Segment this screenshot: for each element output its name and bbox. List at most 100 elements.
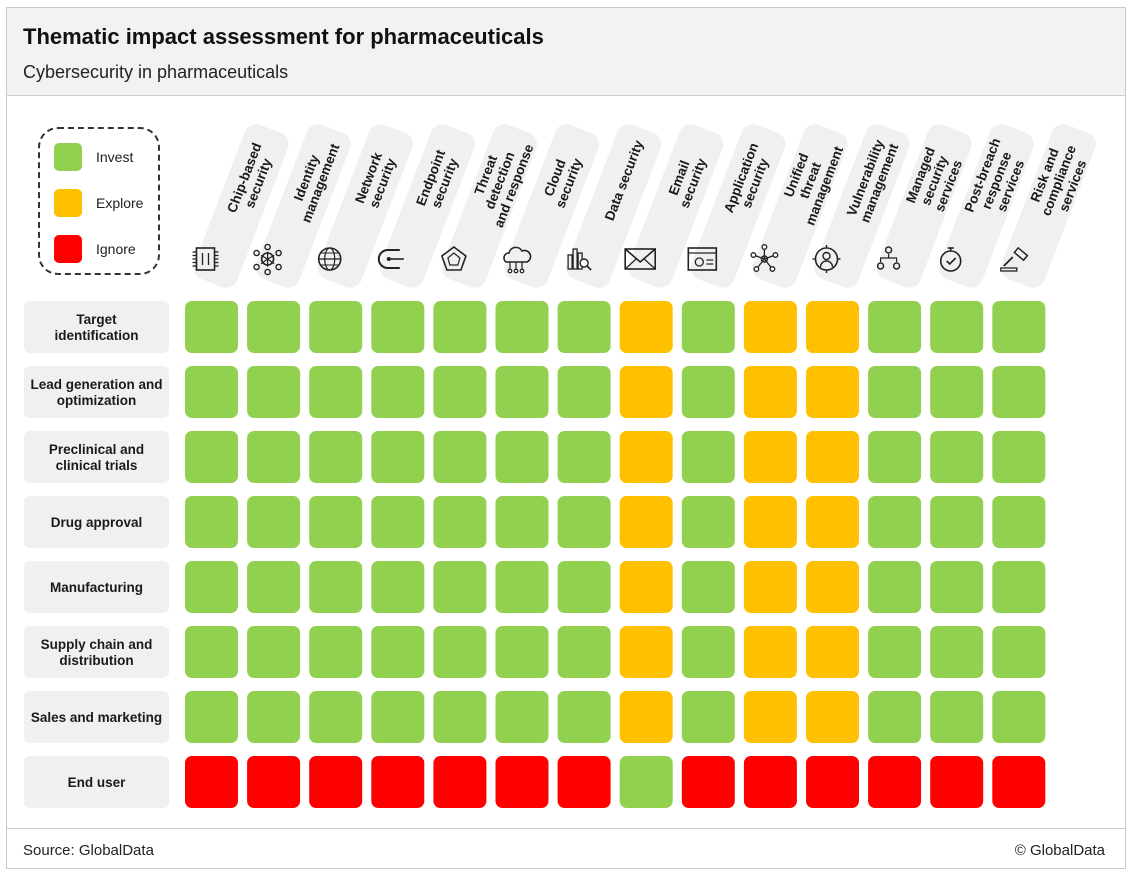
cell-sales-and-marketing-risk-and-compliance-services <box>992 691 1046 743</box>
chart-footer: Source: GlobalData © GlobalData <box>7 828 1125 870</box>
cell-manufacturing-network-security <box>309 561 363 613</box>
column-tab-chip-based-security <box>193 124 289 288</box>
column-label-risk-and-compliance-services: Risk andcomplianceservices <box>1024 137 1093 223</box>
cell-target-identification-threat-detection-and-response <box>433 301 487 353</box>
legend-swatch-ignore <box>54 235 82 263</box>
cell-end-user-threat-detection-and-response <box>433 756 487 808</box>
legend-label-explore: Explore <box>96 195 144 211</box>
legend-label-invest: Invest <box>96 149 134 165</box>
cell-sales-and-marketing-managed-security-services <box>868 691 922 743</box>
column-tab-post-breach-response-services <box>938 124 1034 288</box>
cell-end-user-vulnerability-management <box>806 756 859 808</box>
application-window-icon <box>687 247 718 271</box>
cell-manufacturing-identity-management <box>247 561 301 613</box>
cell-end-user-unified-threat-management <box>743 756 797 808</box>
cell-supply-chain-and-distribution-network-security <box>309 626 363 678</box>
cell-drug-approval-application-security <box>681 496 735 548</box>
cell-supply-chain-and-distribution-cloud-security <box>495 626 549 678</box>
cell-supply-chain-and-distribution-managed-security-services <box>868 626 922 678</box>
column-tab-vulnerability-management <box>814 124 910 288</box>
cell-end-user-cloud-security <box>495 756 549 808</box>
row-label-supply-chain-and-distribution: Supply chain and distribution <box>41 637 153 668</box>
cell-supply-chain-and-distribution-application-security <box>681 626 735 678</box>
cell-sales-and-marketing-threat-detection-and-response <box>433 691 487 743</box>
cell-target-identification-vulnerability-management <box>806 301 859 353</box>
row-label-manufacturing: Manufacturing <box>50 580 143 595</box>
endpoint-icon <box>377 249 404 269</box>
column-header-identity-management: Identitymanagement <box>255 124 351 288</box>
cell-end-user-risk-and-compliance-services <box>992 756 1046 808</box>
cell-sales-and-marketing-cloud-security <box>495 691 549 743</box>
cell-drug-approval-post-breach-response-services <box>930 496 984 548</box>
row-label-box-drug-approval <box>24 496 169 548</box>
row-label-box-supply-chain-and-distribution <box>24 626 169 678</box>
legend-item-explore: Explore <box>54 189 154 217</box>
cell-supply-chain-and-distribution-email-security <box>619 626 673 678</box>
cell-drug-approval-network-security <box>309 496 363 548</box>
stopwatch-icon <box>939 247 962 272</box>
cell-drug-approval-threat-detection-and-response <box>433 496 487 548</box>
cell-drug-approval-data-security <box>557 496 611 548</box>
cell-sales-and-marketing-unified-threat-management <box>743 691 797 743</box>
hub-network-icon <box>750 244 779 272</box>
legend-item-ignore: Ignore <box>54 235 154 263</box>
column-header-risk-and-compliance-services: Risk andcomplianceservices <box>1000 124 1096 288</box>
cell-target-identification-cloud-security <box>495 301 549 353</box>
data-analytics-icon <box>567 248 592 271</box>
row-label-box-lead-generation-and-optimization <box>24 366 169 418</box>
cell-drug-approval-vulnerability-management <box>806 496 859 548</box>
cell-manufacturing-threat-detection-and-response <box>433 561 487 613</box>
cell-drug-approval-cloud-security <box>495 496 549 548</box>
cell-end-user-email-security <box>619 756 673 808</box>
row-label-box-end-user <box>24 756 169 808</box>
chart-subtitle: Cybersecurity in pharmaceuticals <box>23 62 289 82</box>
cell-manufacturing-chip-based-security <box>185 561 238 613</box>
cell-preclinical-and-clinical-trials-cloud-security <box>495 431 549 483</box>
cell-target-identification-post-breach-response-services <box>930 301 984 353</box>
cell-target-identification-application-security <box>681 301 735 353</box>
cell-supply-chain-and-distribution-data-security <box>557 626 611 678</box>
cell-supply-chain-and-distribution-vulnerability-management <box>806 626 859 678</box>
cell-lead-generation-and-optimization-cloud-security <box>495 366 549 418</box>
legend-item-invest: Invest <box>54 143 154 171</box>
row-label-box-manufacturing <box>24 561 169 613</box>
cell-supply-chain-and-distribution-endpoint-security <box>371 626 425 678</box>
cell-drug-approval-identity-management <box>247 496 301 548</box>
row-label-preclinical-and-clinical-trials: Preclinical and clinical trials <box>49 442 144 473</box>
cell-target-identification-risk-and-compliance-services <box>992 301 1046 353</box>
identity-network-icon <box>253 243 282 276</box>
cell-preclinical-and-clinical-trials-risk-and-compliance-services <box>992 431 1046 483</box>
cell-sales-and-marketing-endpoint-security <box>371 691 425 743</box>
cell-target-identification-chip-based-security <box>185 301 238 353</box>
row-label-box-target-identification <box>24 301 169 353</box>
legend-swatch-explore <box>54 189 82 217</box>
cell-lead-generation-and-optimization-application-security <box>681 366 735 418</box>
cell-preclinical-and-clinical-trials-network-security <box>309 431 363 483</box>
column-tab-data-security <box>566 124 662 288</box>
cell-sales-and-marketing-network-security <box>309 691 363 743</box>
column-tab-endpoint-security <box>379 124 475 288</box>
cell-sales-and-marketing-email-security <box>619 691 673 743</box>
row-label-end-user: End user <box>68 775 127 790</box>
cell-sales-and-marketing-identity-management <box>247 691 301 743</box>
cell-manufacturing-application-security <box>681 561 735 613</box>
cell-preclinical-and-clinical-trials-chip-based-security <box>185 431 238 483</box>
cell-lead-generation-and-optimization-network-security <box>309 366 363 418</box>
cell-preclinical-and-clinical-trials-unified-threat-management <box>743 431 797 483</box>
cell-supply-chain-and-distribution-identity-management <box>247 626 301 678</box>
column-tab-cloud-security <box>504 124 600 288</box>
cell-end-user-identity-management <box>247 756 301 808</box>
row-label-box-preclinical-and-clinical-trials <box>24 431 169 483</box>
chip-icon <box>192 247 219 271</box>
cell-lead-generation-and-optimization-managed-security-services <box>868 366 922 418</box>
cell-preclinical-and-clinical-trials-email-security <box>619 431 673 483</box>
gavel-icon <box>1000 246 1029 272</box>
cloud-circuit-icon <box>503 246 532 274</box>
cell-target-identification-network-security <box>309 301 363 353</box>
cell-preclinical-and-clinical-trials-post-breach-response-services <box>930 431 984 483</box>
cell-end-user-data-security <box>557 756 611 808</box>
cell-preclinical-and-clinical-trials-identity-management <box>247 431 301 483</box>
cell-manufacturing-endpoint-security <box>371 561 425 613</box>
copyright-note: © GlobalData <box>1014 842 1105 859</box>
cell-lead-generation-and-optimization-post-breach-response-services <box>930 366 984 418</box>
